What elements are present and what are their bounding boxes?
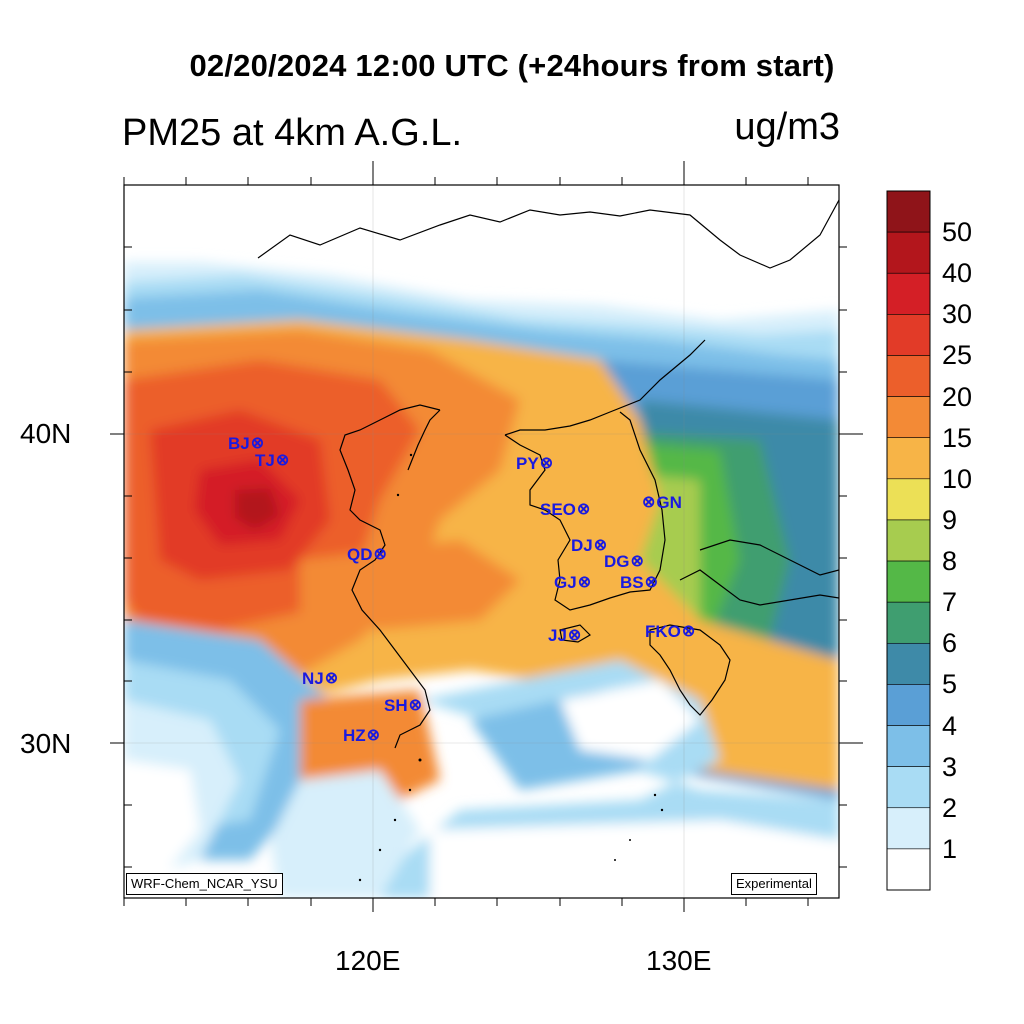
city-code: PY <box>516 454 539 473</box>
colorbar-label: 25 <box>942 340 973 371</box>
station-marker-icon: ⊗ <box>577 574 592 591</box>
colorbar-bin <box>886 725 931 767</box>
map-title: 02/20/2024 12:00 UTC (+24hours from star… <box>189 48 835 83</box>
concentration-field <box>124 262 839 898</box>
station-marker-icon: ⊗ <box>576 501 591 518</box>
colorbar-bin <box>886 355 931 397</box>
colorbar-bin <box>886 396 931 439</box>
variable-title: PM25 at 4km A.G.L. <box>122 112 463 154</box>
city-marker-dg: DG ⊗ <box>604 553 644 571</box>
colorbar-label: 1 <box>942 833 958 864</box>
city-code: DJ <box>571 536 593 555</box>
colorbar-bin <box>886 272 931 315</box>
lat-label-30n: 30N <box>20 728 72 759</box>
tick-marks <box>110 161 863 912</box>
city-marker-tj: TJ ⊗ <box>255 452 289 470</box>
colorbar-bin <box>886 437 931 480</box>
city-code: TJ <box>255 451 275 470</box>
city-marker-sh: SH ⊗ <box>384 697 422 715</box>
city-code: QD <box>347 545 373 564</box>
colorbar-label: 50 <box>942 217 973 248</box>
station-marker-icon: ⊗ <box>681 623 696 640</box>
colorbar-label: 6 <box>942 628 958 659</box>
colorbar-bin <box>886 231 931 274</box>
city-code: GN <box>656 493 682 512</box>
city-code: HZ <box>343 726 366 745</box>
experimental-note: Experimental <box>731 873 817 895</box>
city-marker-seo: SEO ⊗ <box>540 501 590 519</box>
station-marker-icon: ⊗ <box>630 553 644 570</box>
station-marker-icon: ⊗ <box>366 727 381 744</box>
city-marker-qd: QD ⊗ <box>347 546 387 564</box>
colorbar-label: 10 <box>942 463 973 494</box>
colorbar-label: 5 <box>942 669 958 700</box>
city-marker-gj: GJ ⊗ <box>554 574 591 592</box>
colorbar-bin <box>886 601 931 644</box>
colorbar-label: 15 <box>942 422 973 453</box>
station-marker-icon: ⊗ <box>275 452 290 469</box>
lat-label-40n: 40N <box>20 418 72 449</box>
city-marker-gn: GN ⊗ <box>642 494 682 512</box>
colorbar-bin <box>886 766 931 809</box>
city-marker-jj: JJ ⊗ <box>548 627 581 645</box>
colorbar-label: 4 <box>942 710 958 741</box>
coastlines <box>257 199 839 749</box>
city-marker-hz: HZ ⊗ <box>343 727 380 745</box>
station-marker-icon: ⊗ <box>642 494 656 511</box>
colorbar <box>886 190 931 891</box>
station-marker-icon: ⊗ <box>539 455 554 472</box>
colorbar-bin <box>886 848 931 891</box>
colorbar-bin <box>886 519 931 562</box>
colorbar-label: 8 <box>942 546 958 577</box>
model-credit: WRF-Chem_NCAR_YSU <box>126 873 283 895</box>
colorbar-bin <box>886 560 931 603</box>
colorbar-label: 3 <box>942 751 958 782</box>
station-marker-icon: ⊗ <box>408 697 423 714</box>
colorbar-bin <box>886 190 931 233</box>
colorbar-label: 7 <box>942 587 958 618</box>
colorbar-label: 40 <box>942 258 973 289</box>
colorbar-bin <box>886 642 931 685</box>
station-marker-icon: ⊗ <box>373 546 387 563</box>
lon-label-120e: 120E <box>335 945 401 976</box>
city-code: BS <box>620 573 644 592</box>
colorbar-label: 9 <box>942 504 958 535</box>
lon-label-130e: 130E <box>646 945 712 976</box>
station-marker-icon: ⊗ <box>250 435 265 452</box>
city-marker-bs: BS ⊗ <box>620 574 658 592</box>
city-code: DG <box>604 552 630 571</box>
islands <box>358 453 664 882</box>
colorbar-bin <box>886 684 931 726</box>
grid-lines <box>124 185 839 898</box>
city-code: GJ <box>554 573 577 592</box>
colorbar-label: 30 <box>942 299 973 330</box>
city-code: SEO <box>540 500 576 519</box>
city-code: FKO <box>645 622 681 641</box>
colorbar-label: 2 <box>942 792 958 823</box>
city-marker-dj: DJ ⊗ <box>571 537 607 555</box>
map-frame <box>123 184 840 899</box>
city-code: NJ <box>302 669 324 688</box>
city-code: BJ <box>228 434 250 453</box>
units-label: ug/m3 <box>734 106 840 148</box>
colorbar-label: 20 <box>942 381 973 412</box>
city-marker-nj: NJ ⊗ <box>302 670 338 688</box>
city-marker-fko: FKO ⊗ <box>645 623 695 641</box>
city-marker-bj: BJ ⊗ <box>228 435 264 453</box>
station-marker-icon: ⊗ <box>593 537 608 554</box>
city-marker-py: PY ⊗ <box>516 455 553 473</box>
colorbar-frame <box>886 190 931 891</box>
station-marker-icon: ⊗ <box>324 670 339 687</box>
city-code: SH <box>384 696 408 715</box>
colorbar-bin <box>886 478 931 521</box>
station-marker-icon: ⊗ <box>644 574 659 591</box>
station-marker-icon: ⊗ <box>567 627 582 644</box>
colorbar-bin <box>886 807 931 850</box>
city-code: JJ <box>548 626 567 645</box>
colorbar-bin <box>886 314 931 356</box>
